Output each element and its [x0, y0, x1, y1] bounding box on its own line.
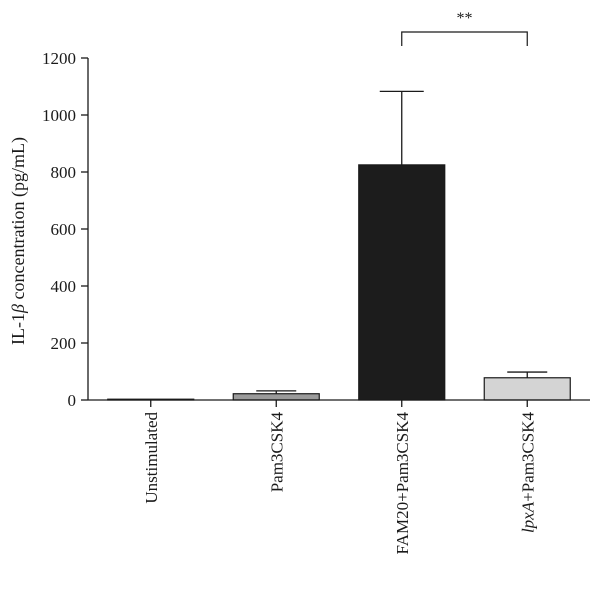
x-category-label-part: Unstimulated [142, 412, 161, 504]
x-category-label-part: +Pam3CSK4 [518, 412, 537, 502]
bar [232, 393, 320, 401]
y-tick-label: 600 [51, 220, 77, 239]
y-tick-label: 0 [68, 391, 77, 410]
y-tick-label: 1000 [42, 106, 76, 125]
y-axis-title-part: β [8, 304, 28, 314]
y-tick-label: 200 [51, 334, 77, 353]
y-tick-label: 1200 [42, 49, 76, 68]
significance-bracket [401, 31, 528, 46]
bar [358, 164, 446, 401]
x-category-label-part: Pam3CSK4 [267, 412, 286, 493]
y-axis-title-part: concentration (pg/mL) [8, 137, 29, 304]
x-category-label-part: lpxA [518, 501, 537, 533]
bars [107, 164, 571, 401]
x-category-label: lpxA+Pam3CSK4 [518, 412, 537, 534]
significance-annotations: ** [401, 10, 528, 46]
x-category-label-part: FAM20+Pam3CSK4 [393, 412, 412, 555]
significance-label: ** [457, 10, 473, 27]
bar [483, 377, 571, 401]
x-category-label: Pam3CSK4 [267, 412, 286, 493]
y-tick-label: 400 [51, 277, 77, 296]
y-axis-title: IL-1β concentration (pg/mL) [8, 137, 29, 345]
y-axis-title-part: IL-1 [8, 313, 28, 345]
y-axis: 0 200 400 600 800 1000 1200 [42, 49, 89, 410]
x-category-label: FAM20+Pam3CSK4 [393, 412, 412, 555]
x-category-label: Unstimulated [142, 412, 161, 504]
y-tick-label: 800 [51, 163, 77, 182]
error-bars [256, 90, 548, 394]
x-axis: Unstimulated Pam3CSK4 FAM20+Pam3CSK4 lpxA+P… [88, 399, 590, 555]
